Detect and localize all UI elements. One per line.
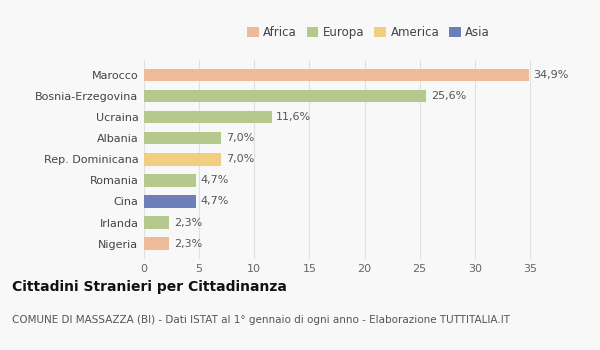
Bar [144, 111, 272, 124]
Text: 7,0%: 7,0% [226, 133, 254, 143]
Text: 25,6%: 25,6% [431, 91, 466, 101]
Text: 11,6%: 11,6% [277, 112, 311, 122]
Bar [144, 216, 169, 229]
Legend: Africa, Europa, America, Asia: Africa, Europa, America, Asia [242, 21, 495, 44]
Bar [144, 90, 426, 102]
Text: 7,0%: 7,0% [226, 154, 254, 164]
Bar [144, 69, 529, 81]
Text: COMUNE DI MASSAZZA (BI) - Dati ISTAT al 1° gennaio di ogni anno - Elaborazione T: COMUNE DI MASSAZZA (BI) - Dati ISTAT al … [12, 315, 510, 325]
Text: 4,7%: 4,7% [200, 175, 229, 186]
Text: 34,9%: 34,9% [533, 70, 569, 80]
Text: 2,3%: 2,3% [174, 217, 202, 228]
Bar [144, 237, 169, 250]
Text: 2,3%: 2,3% [174, 239, 202, 248]
Bar [144, 174, 196, 187]
Bar [144, 132, 221, 145]
Bar [144, 195, 196, 208]
Text: 4,7%: 4,7% [200, 196, 229, 206]
Bar [144, 153, 221, 166]
Text: Cittadini Stranieri per Cittadinanza: Cittadini Stranieri per Cittadinanza [12, 280, 287, 294]
